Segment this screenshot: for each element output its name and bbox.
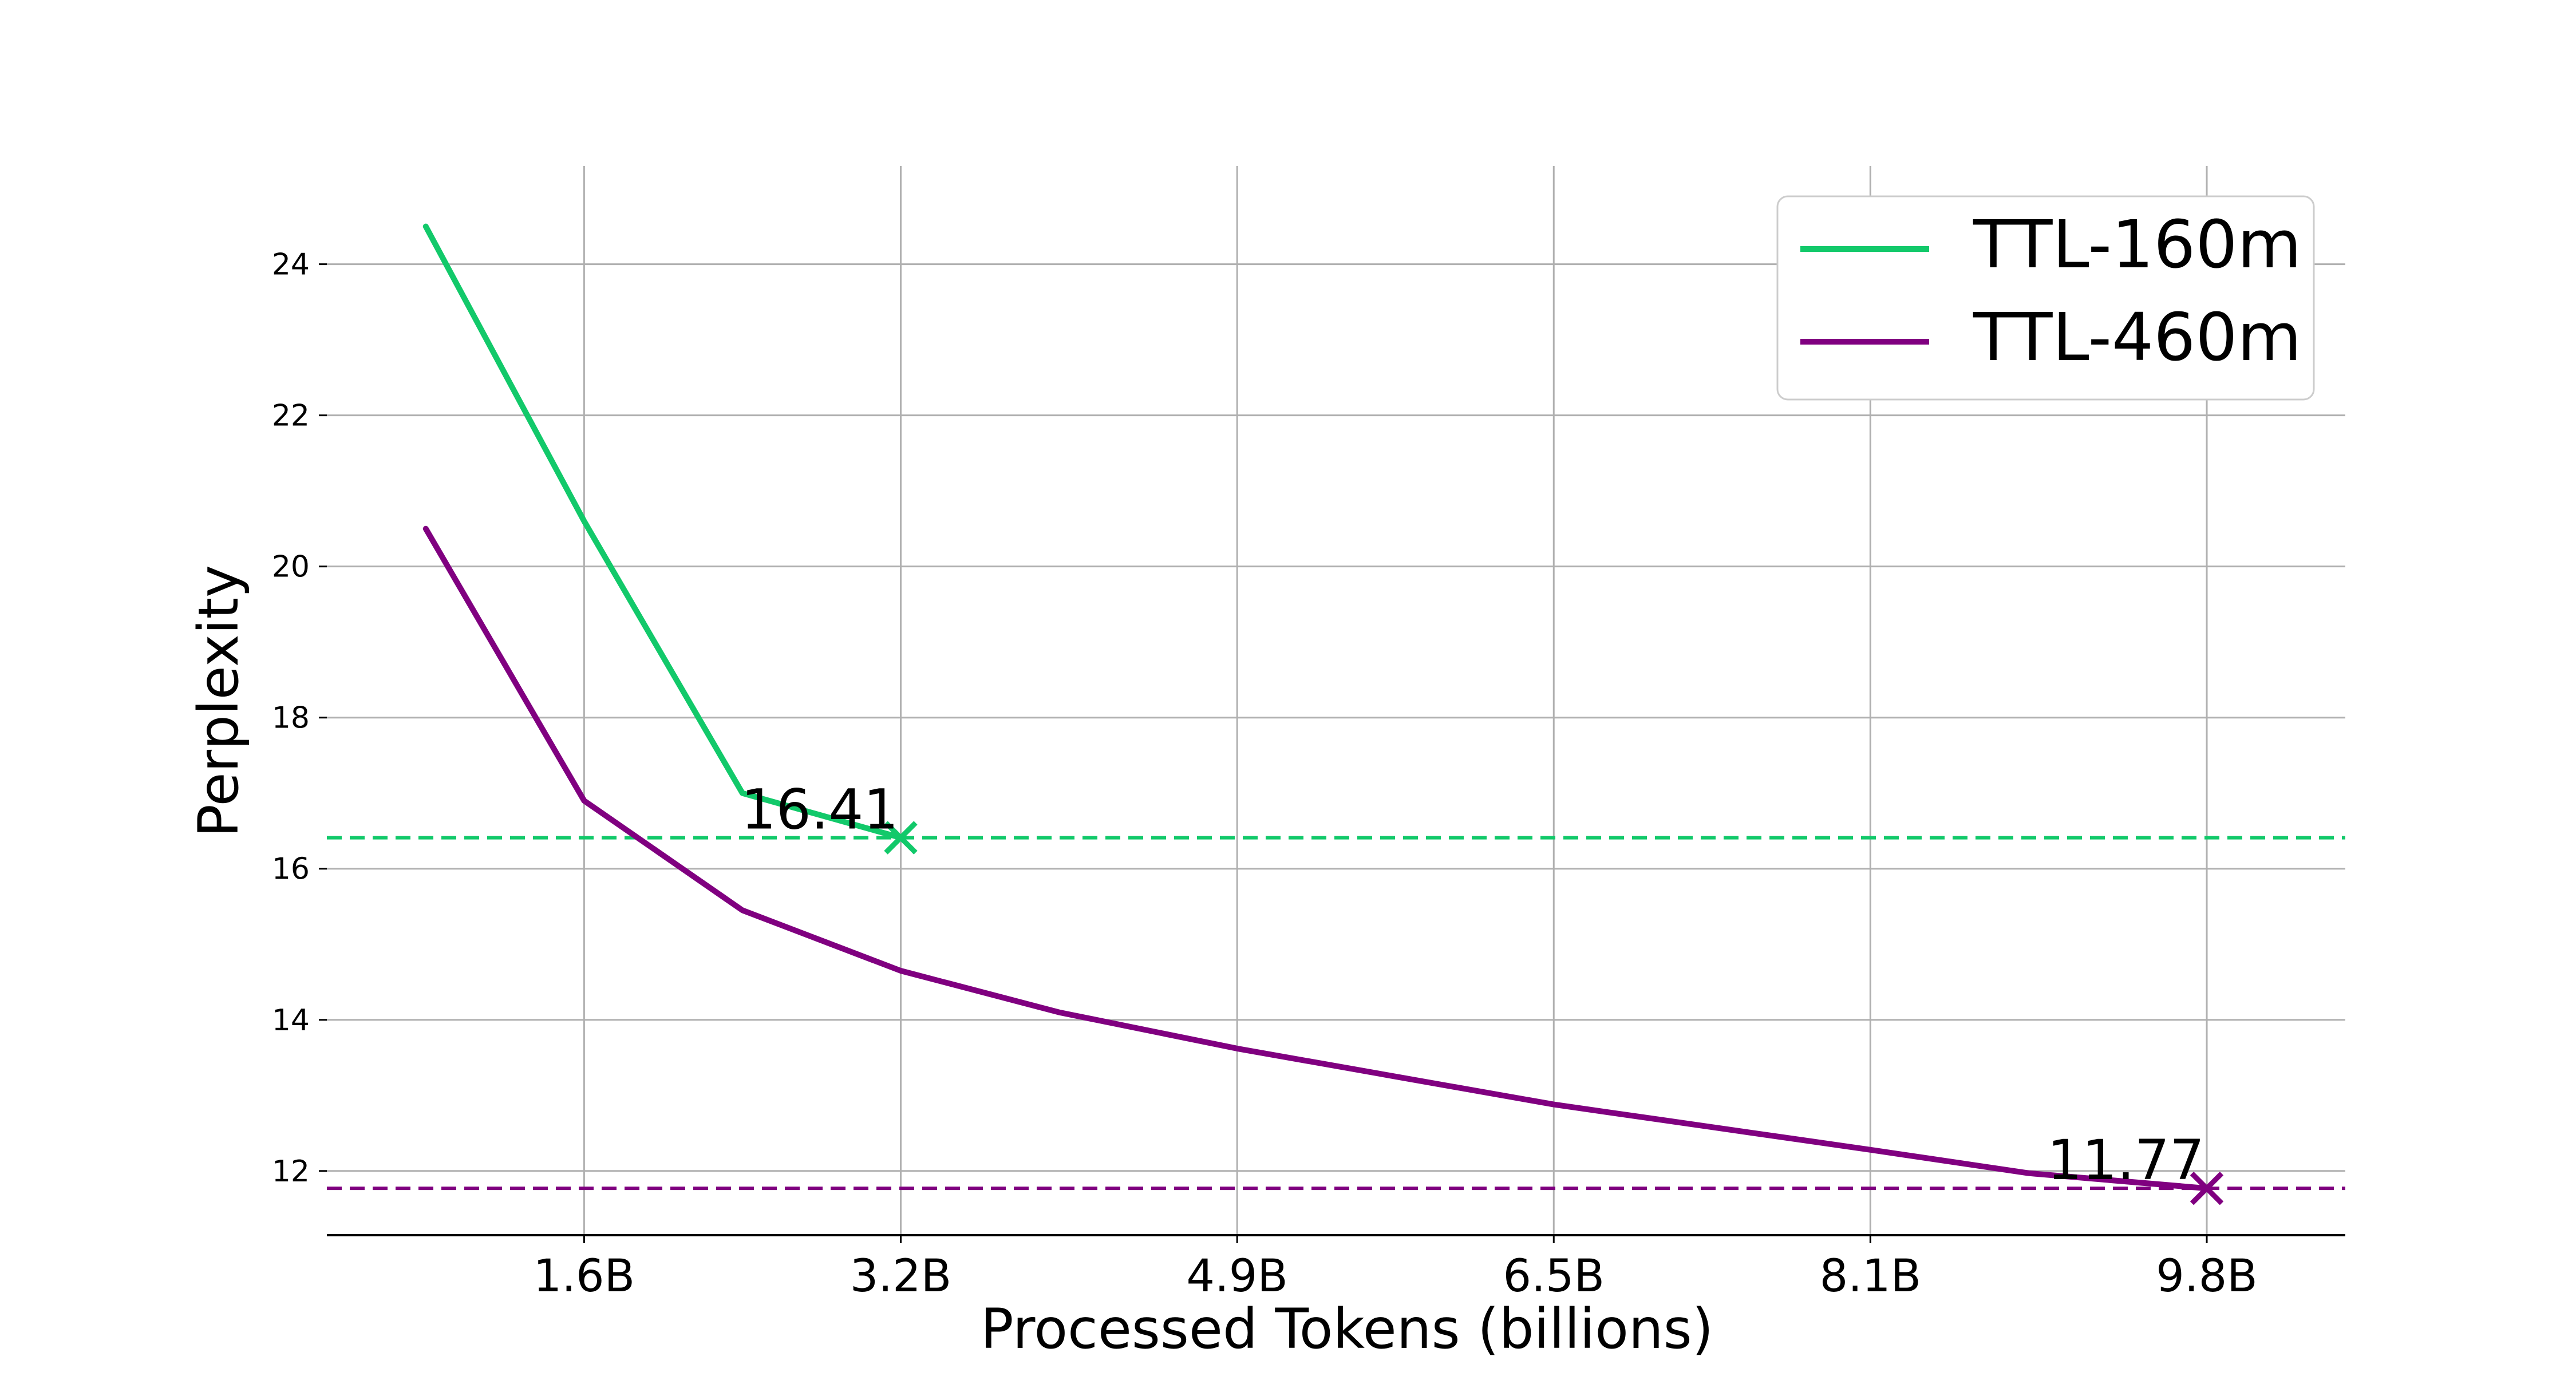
legend: TTL-160m TTL-460m — [1776, 195, 2315, 401]
x-tick-label: 3.2B — [850, 1251, 952, 1302]
series-line-ttl-460m — [422, 525, 2210, 1192]
axis-layer: 1.6B 3.2B 4.9B 6.5B 8.1B 9.8B 12 14 16 18 20 22 24 — [272, 248, 2345, 1302]
end-marker-ttl-460m — [2190, 1171, 2224, 1205]
x-tick-label: 8.1B — [1820, 1251, 1922, 1302]
y-tick-label: 24 — [272, 248, 310, 282]
end-marker-stroke — [884, 821, 918, 855]
final-value-label-ttl-160m: 16.41 — [741, 778, 899, 842]
legend-label-ttl-160m: TTL-160m — [1973, 207, 2302, 283]
x-tick-label: 4.9B — [1186, 1251, 1288, 1302]
x-tick-label: 6.5B — [1503, 1251, 1605, 1302]
y-tick-label: 16 — [272, 852, 310, 887]
y-tick-label: 22 — [272, 399, 310, 433]
legend-label-ttl-460m: TTL-460m — [1973, 299, 2302, 376]
end-marker-stroke — [2190, 1171, 2224, 1205]
end-marker-ttl-160m — [884, 821, 918, 855]
y-tick-label: 20 — [272, 550, 310, 584]
y-axis-title: Perplexity — [187, 565, 251, 837]
x-tick-label: 1.6B — [534, 1251, 635, 1302]
x-tick-label: 9.8B — [2156, 1251, 2258, 1302]
series-line-ttl-160m — [422, 223, 904, 841]
y-tick-label: 12 — [272, 1154, 310, 1189]
x-axis-title: Processed Tokens (billions) — [981, 1297, 1713, 1361]
series-layer — [422, 223, 2224, 1205]
reference-lines — [327, 836, 2345, 1191]
final-value-label-ttl-460m: 11.77 — [2047, 1128, 2204, 1192]
y-tick-label: 18 — [272, 701, 310, 736]
y-tick-label: 14 — [272, 1003, 310, 1038]
label-layer: 16.41 11.77 — [741, 778, 2204, 1193]
